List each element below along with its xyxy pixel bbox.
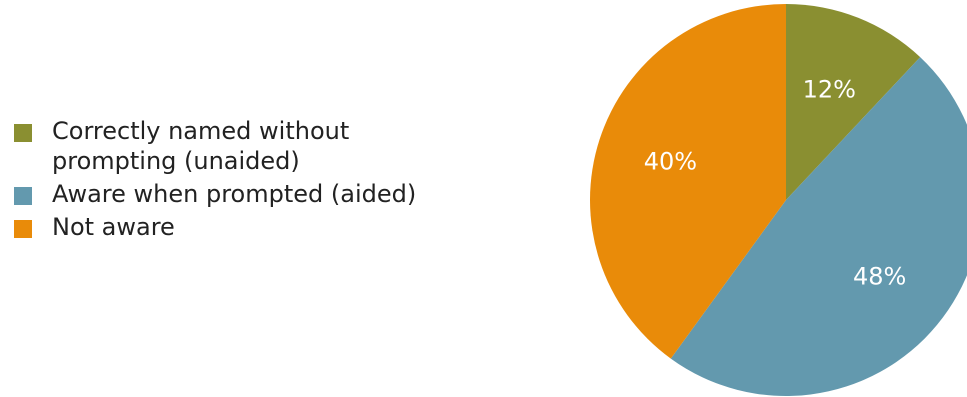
legend-item-not-aware: Not aware [14, 212, 534, 242]
legend-label-aided: Aware when prompted (aided) [52, 180, 417, 208]
legend-swatch-not-aware [14, 220, 32, 238]
legend-label-not-aware: Not aware [52, 213, 175, 241]
legend-item-unaided: Correctly named without prompting (unaid… [14, 116, 534, 176]
pie-slice-not-aware [590, 4, 786, 359]
legend-label-unaided-line1: Correctly named without [52, 117, 350, 145]
legend-swatch-aided [14, 187, 32, 205]
legend-swatch-unaided [14, 124, 32, 142]
data-label-not-aware: 40% [644, 147, 697, 175]
data-label-aided: 48% [853, 262, 906, 290]
pie-slices [590, 4, 967, 396]
pie-slice-aided [670, 57, 967, 396]
legend-item-aided: Aware when prompted (aided) [14, 179, 534, 209]
chart-legend: Correctly named without prompting (unaid… [14, 116, 534, 245]
pie-data-labels: 12% 48% 40% [644, 76, 907, 291]
data-label-unaided: 12% [803, 76, 856, 104]
pie-slice-unaided [786, 4, 921, 200]
legend-label-unaided-line2: prompting (unaided) [52, 147, 300, 175]
